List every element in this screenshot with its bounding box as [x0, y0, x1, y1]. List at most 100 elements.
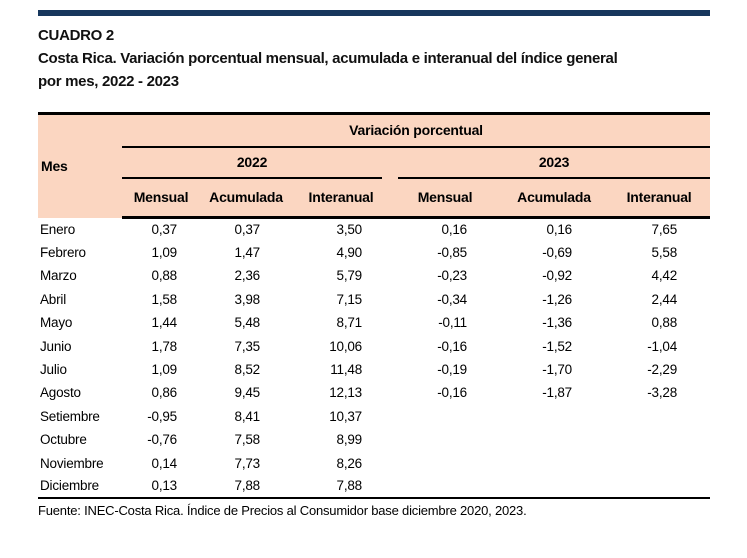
year-header-2022: 2022: [122, 146, 390, 179]
column-header-interanual-2022: Interanual: [292, 178, 390, 219]
top-accent-bar: [38, 10, 710, 16]
value-cell: -2,29: [608, 357, 711, 382]
value-cell: -0,16: [390, 334, 500, 358]
value-cell: 7,58: [200, 428, 292, 452]
month-cell: Setiembre: [38, 404, 122, 429]
table-row: Enero 0,37 0,37 3,50 0,16 0,16 7,65: [38, 217, 711, 241]
value-cell: -0,76: [122, 428, 200, 452]
value-cell: 7,73: [200, 451, 292, 475]
value-cell: -1,04: [608, 334, 711, 358]
value-cell: 8,99: [292, 428, 390, 452]
value-cell: [390, 474, 500, 499]
year-label-2022: 2022: [236, 154, 268, 170]
year-label-2023: 2023: [538, 154, 570, 170]
value-cell: 4,42: [608, 264, 711, 288]
value-cell: 1,44: [122, 311, 200, 335]
table-row: Setiembre -0,95 8,41 10,37: [38, 404, 711, 429]
value-cell: [390, 451, 500, 475]
table-row: Diciembre 0,13 7,88 7,88: [38, 474, 711, 499]
month-cell: Febrero: [38, 240, 122, 265]
month-cell: Enero: [38, 217, 122, 241]
value-cell: 1,09: [122, 240, 200, 265]
year-underline-2023: 2023: [398, 148, 711, 179]
value-cell: -0,19: [390, 357, 500, 382]
table-row: Noviembre 0,14 7,73 8,26: [38, 451, 711, 475]
value-cell: 1,78: [122, 334, 200, 358]
value-cell: [608, 451, 711, 475]
value-cell: -1,87: [500, 381, 608, 405]
table-row: Agosto 0,86 9,45 12,13 -0,16 -1,87 -3,28: [38, 381, 711, 405]
value-cell: 1,09: [122, 357, 200, 382]
table-row: Febrero 1,09 1,47 4,90 -0,85 -0,69 5,58: [38, 240, 711, 265]
group-header-variacion-porcentual: Variación porcentual: [122, 113, 711, 148]
year-underline-2022: 2022: [122, 148, 382, 179]
value-cell: 0,86: [122, 381, 200, 405]
value-cell: [500, 474, 608, 499]
table-row: Julio 1,09 8,52 11,48 -0,19 -1,70 -2,29: [38, 357, 711, 382]
month-cell: Agosto: [38, 381, 122, 405]
column-header-acumulada-2023: Acumulada: [500, 178, 608, 219]
value-cell: [500, 404, 608, 429]
value-cell: -0,34: [390, 287, 500, 312]
value-cell: 8,41: [200, 404, 292, 429]
value-cell: 0,37: [122, 217, 200, 241]
value-cell: 7,88: [200, 474, 292, 499]
value-cell: [608, 404, 711, 429]
value-cell: -0,85: [390, 240, 500, 265]
title-block: CUADRO 2 Costa Rica. Variación porcentua…: [38, 24, 718, 93]
month-cell: Noviembre: [38, 451, 122, 475]
value-cell: 5,58: [608, 240, 711, 265]
value-cell: 11,48: [292, 357, 390, 382]
table-row: Mayo 1,44 5,48 8,71 -0,11 -1,36 0,88: [38, 311, 711, 335]
value-cell: -0,92: [500, 264, 608, 288]
value-cell: -0,23: [390, 264, 500, 288]
value-cell: -0,95: [122, 404, 200, 429]
value-cell: 7,15: [292, 287, 390, 312]
table-number-kicker: CUADRO 2: [38, 27, 114, 44]
month-cell: Diciembre: [38, 474, 122, 499]
value-cell: -0,69: [500, 240, 608, 265]
table-body: Enero 0,37 0,37 3,50 0,16 0,16 7,65 Febrero 1,09…: [38, 217, 711, 499]
value-cell: 0,37: [200, 217, 292, 241]
value-cell: 2,44: [608, 287, 711, 312]
value-cell: 10,06: [292, 334, 390, 358]
month-cell: Julio: [38, 357, 122, 382]
value-cell: 2,36: [200, 264, 292, 288]
value-cell: -1,26: [500, 287, 608, 312]
value-cell: -1,70: [500, 357, 608, 382]
value-cell: [390, 404, 500, 429]
table-row: Abril 1,58 3,98 7,15 -0,34 -1,26 2,44: [38, 287, 711, 312]
value-cell: 10,37: [292, 404, 390, 429]
table-title-line2: por mes, 2022 - 2023: [38, 73, 179, 90]
month-cell: Octubre: [38, 428, 122, 452]
variation-table: Mes Variación porcentual 2022 2023 Mensu…: [38, 112, 711, 500]
value-cell: 7,88: [292, 474, 390, 499]
value-cell: [608, 428, 711, 452]
value-cell: 0,88: [122, 264, 200, 288]
value-cell: 4,90: [292, 240, 390, 265]
value-cell: 0,88: [608, 311, 711, 335]
column-header-mensual-2022: Mensual: [122, 178, 200, 219]
value-cell: 7,35: [200, 334, 292, 358]
value-cell: 1,47: [200, 240, 292, 265]
value-cell: 3,98: [200, 287, 292, 312]
value-cell: 5,79: [292, 264, 390, 288]
value-cell: 3,50: [292, 217, 390, 241]
month-cell: Abril: [38, 287, 122, 312]
value-cell: 0,16: [390, 217, 500, 241]
value-cell: 8,52: [200, 357, 292, 382]
value-cell: [500, 428, 608, 452]
value-cell: 1,58: [122, 287, 200, 312]
month-cell: Marzo: [38, 264, 122, 288]
table-title-line1: Costa Rica. Variación porcentual mensual…: [38, 50, 618, 67]
value-cell: 8,71: [292, 311, 390, 335]
source-note: Fuente: INEC-Costa Rica. Índice de Preci…: [38, 503, 527, 518]
value-cell: -3,28: [608, 381, 711, 405]
value-cell: -0,11: [390, 311, 500, 335]
value-cell: 0,13: [122, 474, 200, 499]
table-row: Marzo 0,88 2,36 5,79 -0,23 -0,92 4,42: [38, 264, 711, 288]
value-cell: 5,48: [200, 311, 292, 335]
column-header-mensual-2023: Mensual: [390, 178, 500, 219]
table-row: Octubre -0,76 7,58 8,99: [38, 428, 711, 452]
